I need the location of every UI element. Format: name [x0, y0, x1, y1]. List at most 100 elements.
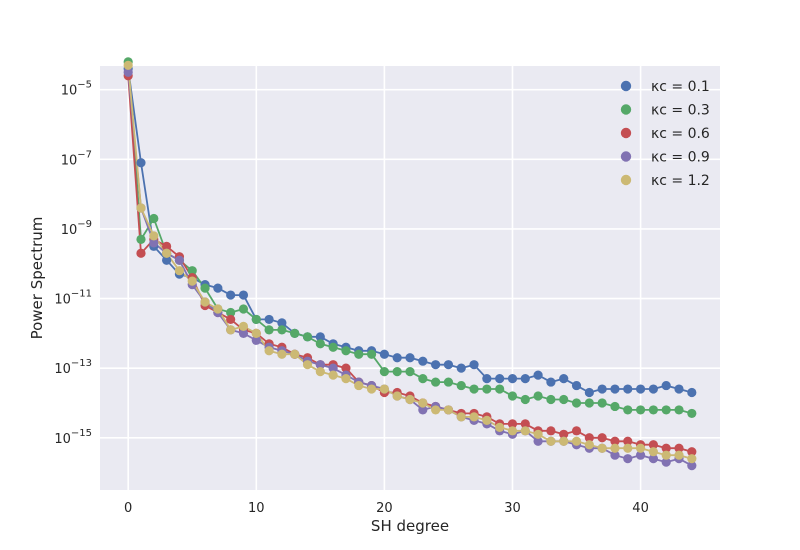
data-point-series-1 — [149, 213, 159, 224]
data-point-series-0 — [687, 387, 697, 398]
legend-marker — [620, 151, 632, 162]
data-point-series-2 — [623, 436, 633, 446]
data-point-series-3 — [418, 405, 428, 415]
data-point-series-0 — [238, 290, 249, 300]
data-point-series-1 — [571, 398, 582, 408]
data-point-series-1 — [635, 405, 646, 415]
data-point-series-1 — [469, 384, 479, 394]
data-point-series-1 — [507, 391, 518, 401]
data-point-series-3 — [623, 454, 633, 464]
y-tick-label: 10−5 — [61, 80, 92, 99]
y-tick-label: 10−7 — [61, 149, 92, 168]
data-point-series-2 — [520, 419, 530, 429]
data-point-series-1 — [559, 394, 569, 405]
data-point-series-4 — [392, 391, 402, 401]
data-point-series-0 — [546, 377, 556, 387]
data-point-series-1 — [661, 405, 671, 415]
data-point-series-0 — [162, 255, 172, 265]
data-point-series-4 — [674, 450, 684, 460]
data-point-series-1 — [405, 367, 415, 377]
data-point-series-1 — [315, 339, 325, 349]
data-point-series-4 — [623, 443, 633, 453]
data-point-series-0 — [418, 356, 428, 366]
data-point-series-0 — [431, 360, 441, 370]
data-point-series-4 — [418, 398, 428, 408]
x-axis-label: SH degree — [371, 517, 449, 535]
data-point-series-1 — [379, 367, 389, 377]
data-point-series-0 — [623, 384, 633, 394]
data-point-series-2 — [648, 440, 658, 450]
data-point-series-0 — [405, 353, 415, 363]
legend-label: κc = 0.1 — [651, 79, 710, 95]
data-point-series-3 — [328, 363, 338, 373]
data-point-series-0 — [277, 318, 287, 328]
data-point-series-1 — [597, 398, 607, 408]
data-point-series-1 — [187, 266, 197, 276]
data-point-series-4 — [648, 447, 658, 457]
data-point-series-4 — [507, 426, 518, 436]
data-point-series-3 — [174, 255, 185, 265]
data-point-series-0 — [392, 353, 402, 363]
legend-label: κc = 0.6 — [651, 126, 710, 142]
data-point-series-4 — [559, 436, 569, 446]
x-tick-label: 10 — [248, 501, 265, 516]
data-point-series-3 — [149, 238, 159, 248]
legend: κc = 0.1 κc = 0.3 κc = 0.6 κc = 0.9 κc = 1.2 — [620, 79, 710, 189]
data-point-series-0 — [379, 349, 389, 359]
data-point-series-3 — [648, 454, 658, 464]
data-point-series-0 — [507, 374, 518, 384]
data-point-series-0 — [226, 290, 236, 300]
data-point-series-1 — [443, 377, 454, 387]
data-point-series-2 — [559, 429, 569, 439]
data-point-series-0 — [469, 360, 479, 370]
data-point-series-0 — [264, 314, 274, 325]
data-point-series-4 — [431, 405, 441, 415]
data-point-series-1 — [623, 405, 633, 415]
data-point-series-3 — [635, 450, 646, 460]
data-point-series-4 — [687, 454, 697, 464]
data-point-series-1 — [392, 367, 402, 377]
data-point-series-1 — [264, 325, 274, 335]
data-point-series-2 — [546, 426, 556, 436]
data-point-series-1 — [482, 384, 492, 394]
data-point-series-0 — [597, 384, 607, 394]
data-point-series-4 — [366, 384, 377, 394]
data-point-series-1 — [546, 394, 556, 405]
data-point-series-4 — [213, 304, 223, 314]
legend-label: κc = 0.3 — [651, 103, 710, 119]
data-point-series-4 — [149, 231, 159, 241]
data-point-series-1 — [418, 374, 428, 384]
data-point-series-4 — [405, 394, 415, 405]
data-point-series-2 — [341, 363, 351, 373]
data-point-series-0 — [584, 387, 594, 398]
data-point-series-2 — [597, 433, 607, 443]
data-point-series-2 — [610, 436, 620, 446]
data-point-series-4 — [200, 297, 210, 307]
x-tick-label: 40 — [632, 501, 649, 516]
data-point-series-4 — [354, 380, 364, 391]
data-point-series-3 — [661, 457, 671, 467]
data-point-series-4 — [187, 276, 197, 286]
data-point-series-1 — [200, 283, 210, 293]
data-point-series-3 — [251, 335, 261, 345]
data-point-series-0 — [443, 360, 454, 370]
data-point-series-2 — [226, 314, 236, 325]
data-point-series-0 — [635, 384, 646, 394]
data-point-series-4 — [341, 374, 351, 384]
legend-marker — [620, 127, 632, 139]
data-point-series-4 — [251, 328, 261, 338]
data-point-series-0 — [661, 380, 671, 391]
y-tick-label: 10−13 — [54, 358, 92, 377]
data-point-series-4 — [277, 349, 287, 359]
data-point-series-4 — [610, 443, 620, 453]
data-point-series-2 — [687, 447, 697, 457]
data-point-series-2 — [507, 419, 518, 429]
data-point-series-4 — [661, 450, 671, 460]
data-point-series-4 — [302, 360, 313, 370]
data-point-series-4 — [123, 60, 133, 70]
data-point-series-1 — [366, 349, 377, 359]
y-tick-label: 10−9 — [61, 219, 92, 238]
x-tick-label: 0 — [124, 501, 132, 516]
data-point-series-1 — [354, 349, 364, 359]
